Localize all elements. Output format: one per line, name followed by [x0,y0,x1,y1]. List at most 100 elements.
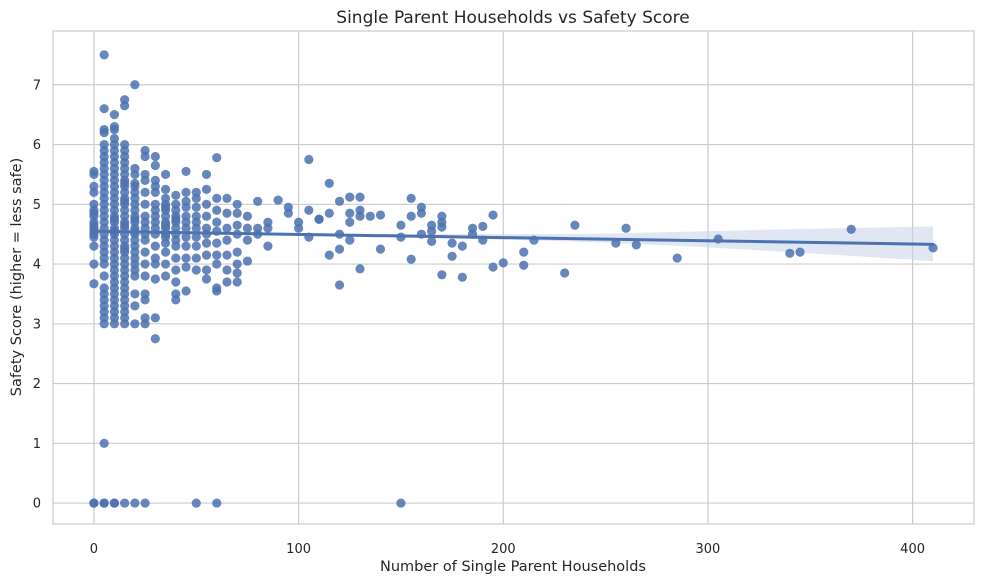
data-point [191,211,201,221]
data-point [212,283,222,293]
data-point [140,313,150,323]
x-tick-label: 400 [900,542,925,557]
data-point [150,274,160,284]
data-point [160,271,171,281]
data-point [120,220,130,230]
data-point [130,178,140,188]
data-point [160,169,171,180]
data-point [212,217,222,227]
data-point [160,184,171,194]
data-point [160,220,171,230]
data-point [232,220,242,230]
data-point [631,240,641,250]
data-point [120,178,130,188]
data-point [160,232,171,242]
data-point [130,301,140,311]
data-point [457,272,467,282]
data-point [212,238,222,248]
data-point [488,210,498,220]
data-point [140,187,150,197]
data-point [795,247,805,257]
data-point [375,210,386,220]
x-tick-label: 200 [491,542,516,557]
data-point [99,271,109,281]
data-point [181,262,191,272]
data-point [273,195,283,205]
data-point [334,196,345,206]
y-tick-label: 2 [33,377,41,392]
data-point [345,235,355,245]
data-point [263,217,273,227]
data-point [109,295,119,305]
data-point [355,264,365,274]
data-point [191,253,201,263]
data-point [99,253,109,263]
data-point [427,220,437,230]
data-point [99,50,109,60]
data-point [304,205,314,215]
data-point [160,193,171,203]
data-point [109,214,119,224]
data-point [140,259,150,269]
data-point [294,217,304,227]
data-point [242,235,253,245]
data-point [406,211,416,221]
data-point [171,214,181,224]
data-point [150,313,160,323]
data-point [160,247,171,257]
data-point [222,265,232,275]
data-point [242,256,253,266]
y-tick-label: 6 [33,138,41,153]
data-point [171,265,181,275]
data-point [355,192,365,202]
data-point [324,178,334,188]
data-point [140,289,150,299]
data-point [191,232,201,242]
data-point [201,223,212,233]
data-point [181,253,191,263]
data-point [130,214,140,224]
data-point [222,235,232,245]
data-point [120,196,130,206]
data-point [140,211,150,221]
data-point [437,270,447,280]
data-point [109,498,119,508]
data-point [191,241,201,251]
data-point [120,265,130,275]
data-point [191,265,201,275]
x-axis-title: Number of Single Parent Households [380,559,646,575]
y-tick-label: 3 [33,317,41,332]
data-point [99,175,109,185]
data-point [109,133,119,144]
data-point [99,438,109,448]
data-point [222,250,232,260]
data-point [672,253,682,263]
data-point [181,166,191,177]
data-point [253,196,263,206]
data-point [334,244,345,254]
regression-line [92,229,935,246]
data-point [519,247,529,257]
data-point [253,223,263,233]
data-point [396,220,406,230]
data-point [120,95,130,105]
data-point [181,241,191,251]
data-point [212,259,222,269]
data-point [201,169,212,180]
data-point [171,253,181,263]
data-point [222,208,232,218]
tick-labels: 0 100 200 300 400 0 1 2 3 4 5 6 7 [33,78,925,557]
data-point [171,289,181,299]
data-point [99,313,109,323]
data-point [140,498,150,508]
data-point [130,163,140,174]
data-point [478,221,488,232]
data-point [181,187,191,197]
x-tick-label: 0 [90,542,98,557]
y-tick-label: 0 [33,497,41,512]
data-point [242,223,253,233]
y-tick-label: 7 [33,78,41,93]
data-point [212,498,222,508]
regression-line-layer [92,229,935,246]
data-point [201,211,212,221]
